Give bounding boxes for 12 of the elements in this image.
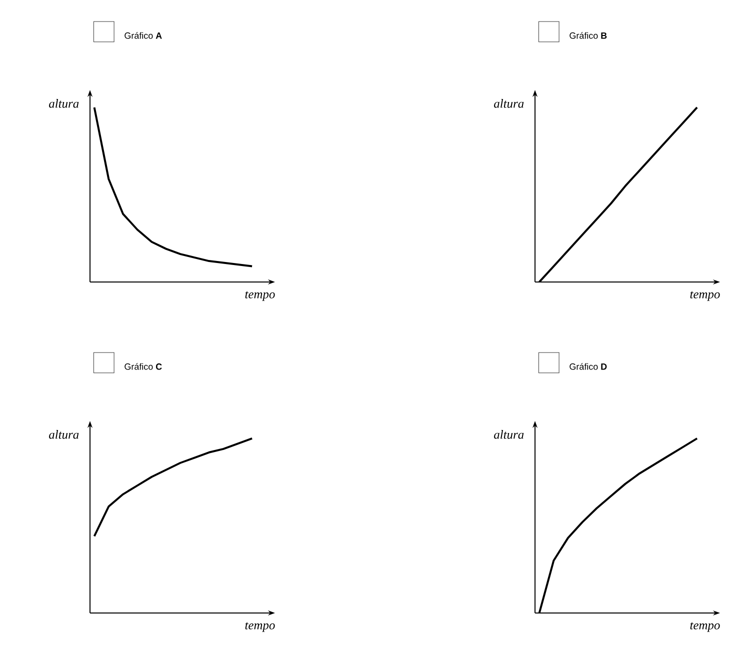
y-axis-title: altura xyxy=(49,99,79,108)
x-axis-title: tempo xyxy=(690,622,720,632)
y-axis-title: altura xyxy=(494,430,524,439)
chart-title: Gráfico C xyxy=(124,363,162,370)
y-axis-title: altura xyxy=(49,430,79,439)
x-axis-title: tempo xyxy=(245,622,275,632)
chart-title: Gráfico D xyxy=(570,363,607,370)
chart-title: Gráfico A xyxy=(124,32,162,39)
y-axis-title: altura xyxy=(494,99,524,108)
x-axis-title: tempo xyxy=(690,291,720,301)
x-axis-title: tempo xyxy=(245,291,275,301)
chart-title: Gráfico B xyxy=(570,32,607,39)
